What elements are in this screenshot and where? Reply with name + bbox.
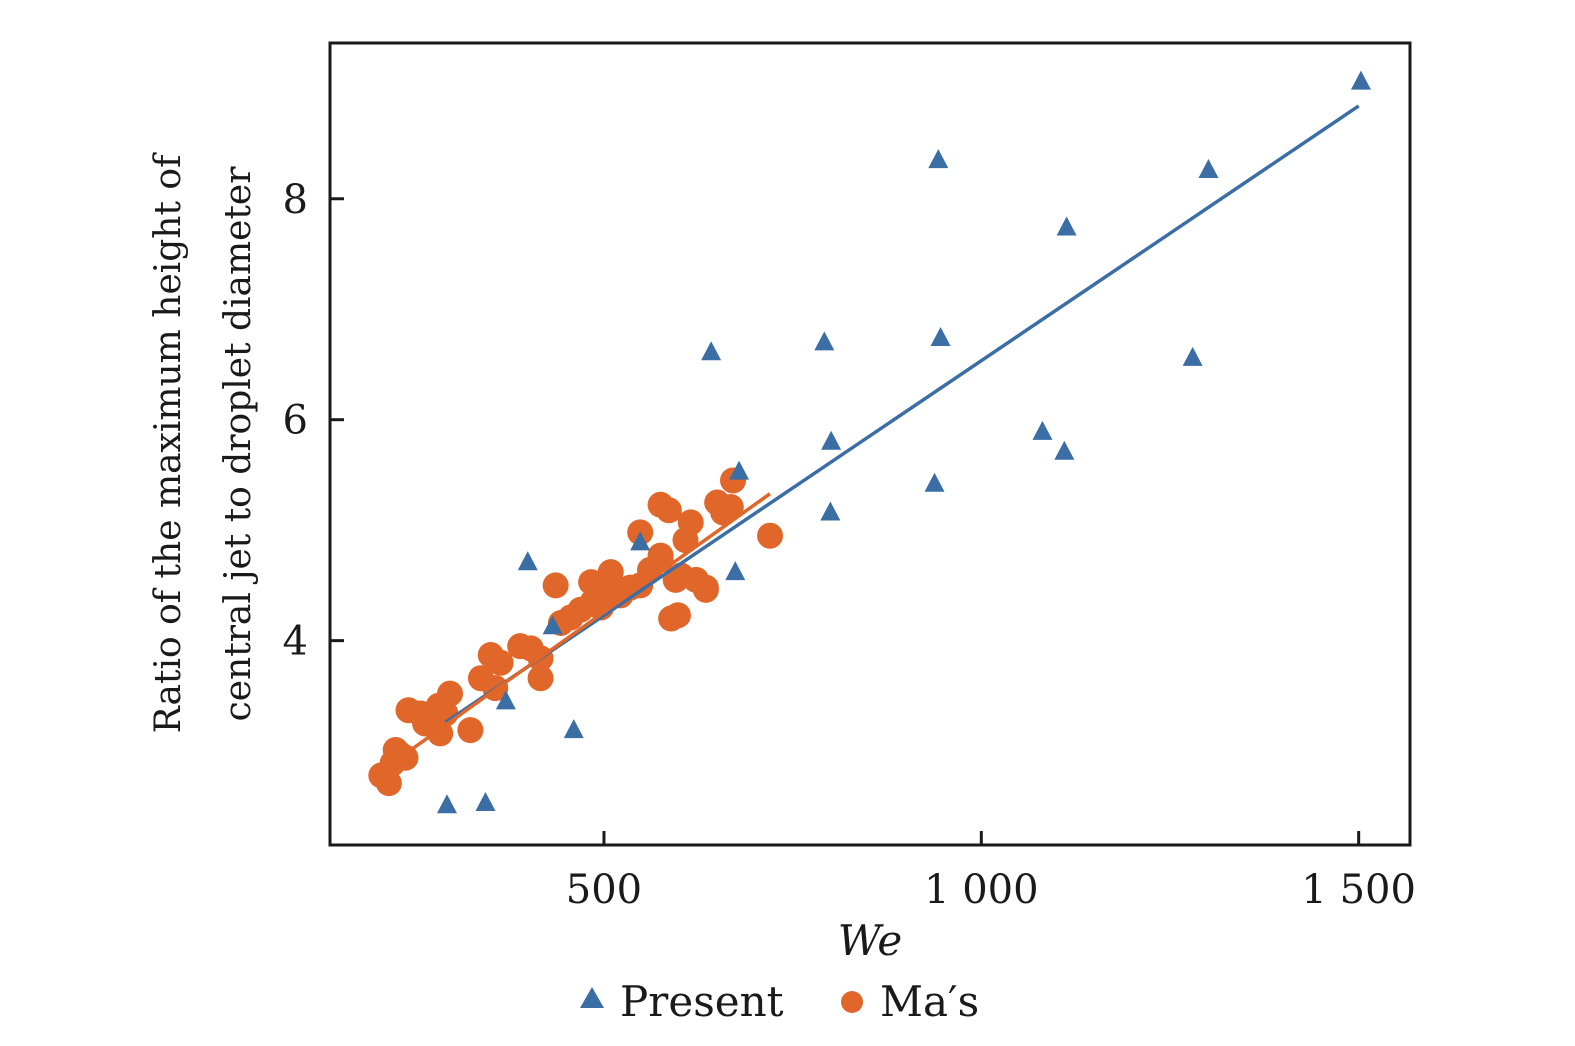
present-data-point	[542, 615, 563, 635]
ma-data-point	[542, 572, 569, 599]
ma-fit-line	[380, 492, 772, 773]
x-tick-label: 500	[566, 867, 642, 913]
legend-present-label: Present	[620, 977, 784, 1026]
legend-present-marker	[580, 987, 604, 1008]
present-data-point	[930, 326, 951, 346]
present-data-point	[1056, 216, 1077, 236]
ma-data-point	[664, 602, 691, 629]
present-data-point	[821, 430, 842, 450]
ma-data-point	[677, 509, 704, 536]
present-data-point	[820, 501, 841, 521]
present-data-point	[701, 341, 722, 361]
ma-data-point	[437, 680, 463, 707]
present-data-point	[495, 690, 516, 710]
y-axis-label-line-2: central jet to droplet diameter	[218, 166, 259, 722]
y-tick-labels: 4 6 8	[283, 177, 308, 665]
y-axis-label-line-1: Ratio of the maximum height of	[148, 152, 189, 733]
ma-data-point	[375, 770, 402, 797]
plot-frame	[328, 41, 1412, 847]
y-tick-label: 4	[283, 619, 308, 665]
ma-data-point	[457, 717, 484, 744]
ma-data-point	[487, 649, 514, 676]
ma-data-point	[412, 710, 439, 737]
present-data-point	[928, 149, 949, 169]
ma-data-point	[717, 493, 744, 520]
legend-ma-marker	[841, 991, 863, 1013]
ma-data-point	[527, 665, 554, 692]
present-data-point	[729, 460, 750, 480]
legend: Present Ma′s	[580, 977, 979, 1026]
present-data-point	[436, 794, 457, 814]
present-data-point	[1054, 440, 1075, 460]
y-tick-label: 6	[283, 398, 308, 444]
present-fit-line	[444, 104, 1360, 724]
x-axis-label: We	[838, 916, 903, 965]
y-tick-label: 8	[283, 177, 308, 223]
x-tick-labels: 500 1 000 1 500	[566, 867, 1416, 913]
present-data-point	[1182, 346, 1203, 366]
present-data-point	[924, 472, 945, 492]
present-data-point	[1032, 420, 1053, 440]
present-data-point	[1198, 159, 1219, 179]
legend-ma-label: Ma′s	[880, 977, 979, 1026]
x-tick-label: 1 500	[1301, 867, 1416, 913]
ma-data-point	[692, 576, 719, 603]
ma-data-point	[655, 497, 682, 524]
x-tick-label: 1 000	[924, 867, 1039, 913]
ma-data-point	[647, 542, 674, 569]
axis-ticks	[330, 197, 1361, 845]
present-data-point	[630, 531, 651, 551]
present-data-point	[814, 331, 835, 351]
present-data-point	[517, 551, 538, 571]
present-data-point	[1350, 70, 1371, 90]
present-data-point	[563, 719, 584, 739]
present-data-point	[475, 792, 496, 812]
ma-data-point	[757, 522, 783, 549]
present-points-group	[436, 70, 1371, 814]
fit-lines	[380, 104, 1360, 773]
present-data-point	[725, 561, 746, 581]
